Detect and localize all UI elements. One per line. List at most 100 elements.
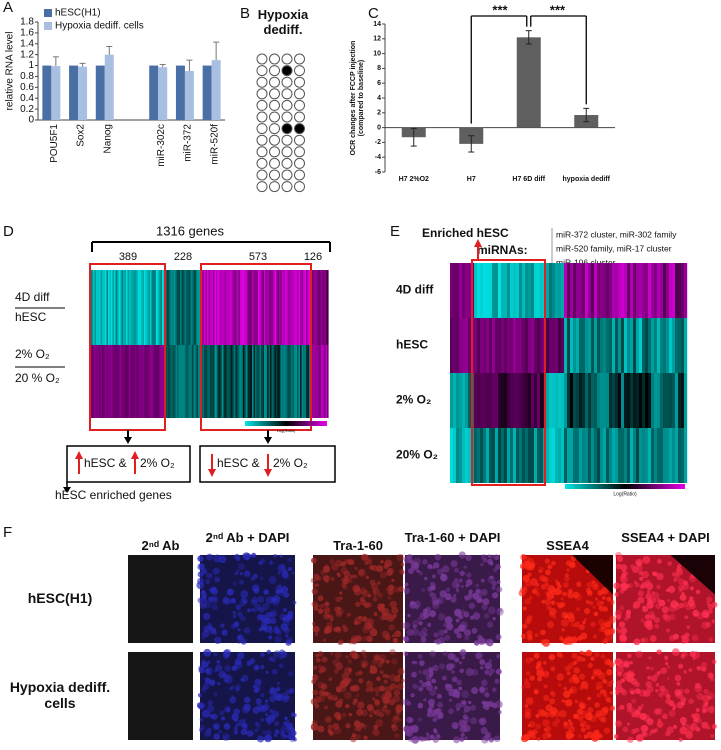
heatmap-cell bbox=[540, 373, 544, 428]
cell bbox=[460, 732, 465, 738]
heatmap-cell bbox=[639, 373, 643, 428]
heatmap-cell bbox=[582, 373, 586, 428]
cell bbox=[643, 689, 651, 698]
heatmap-cell bbox=[186, 345, 188, 418]
cell bbox=[522, 623, 528, 629]
heatmap-cell bbox=[675, 263, 679, 318]
cell bbox=[494, 700, 503, 709]
heatmap-cell bbox=[474, 428, 478, 483]
heatmap-cell bbox=[678, 428, 682, 483]
cell bbox=[236, 635, 241, 640]
cell bbox=[274, 721, 280, 727]
heatmap-cell bbox=[117, 345, 119, 418]
cell bbox=[459, 737, 465, 743]
heatmap-cell bbox=[630, 373, 634, 428]
heatmap-cell bbox=[549, 428, 553, 483]
methylation-site bbox=[294, 169, 305, 181]
heatmap-cell bbox=[582, 318, 586, 373]
heatmap-cell bbox=[214, 270, 217, 345]
heatmap-cell bbox=[600, 263, 604, 318]
cell bbox=[453, 567, 460, 573]
cell bbox=[705, 621, 712, 628]
cell bbox=[587, 696, 592, 701]
cell bbox=[665, 628, 670, 633]
y-tick-label: 1 bbox=[28, 60, 34, 71]
cell bbox=[491, 585, 496, 591]
cell bbox=[669, 613, 676, 620]
cell bbox=[525, 657, 533, 664]
cell bbox=[369, 713, 373, 718]
heatmap-cell bbox=[537, 263, 541, 318]
y-tick-label: 1.6 bbox=[20, 28, 34, 39]
bar bbox=[69, 65, 79, 120]
cell bbox=[619, 634, 628, 643]
cell bbox=[322, 638, 327, 642]
cell bbox=[279, 554, 283, 558]
cell bbox=[203, 625, 210, 633]
cell bbox=[455, 618, 460, 623]
heatmap-cell bbox=[558, 428, 562, 483]
heatmap-cell bbox=[105, 345, 107, 418]
cell bbox=[410, 562, 419, 571]
heatmap-cell bbox=[636, 373, 640, 428]
heatmap-cell bbox=[273, 345, 275, 418]
cell bbox=[642, 582, 647, 587]
column-header: 2ⁿᵈ Ab bbox=[141, 538, 180, 553]
heatmap-cell bbox=[108, 270, 110, 345]
cell bbox=[313, 603, 319, 609]
color-scale bbox=[565, 484, 685, 489]
cell bbox=[432, 664, 439, 672]
cell bbox=[441, 675, 447, 681]
cell bbox=[656, 572, 664, 581]
cell bbox=[480, 578, 485, 583]
heatmap-cell bbox=[672, 373, 676, 428]
cell bbox=[362, 724, 368, 730]
heatmap-cell bbox=[507, 373, 511, 428]
heatmap-cell bbox=[207, 270, 209, 345]
cell bbox=[643, 690, 649, 696]
cell bbox=[285, 720, 290, 724]
cell bbox=[568, 688, 574, 694]
heatmap-cell bbox=[621, 318, 625, 373]
heatmap-cell bbox=[216, 345, 218, 418]
cell bbox=[599, 686, 603, 690]
heatmap-cell bbox=[573, 263, 577, 318]
cell bbox=[384, 559, 393, 568]
significance-label: *** bbox=[550, 2, 566, 17]
methylation-site bbox=[281, 169, 293, 181]
heatmap-cell bbox=[114, 270, 116, 345]
heatmap-cell bbox=[172, 345, 175, 418]
cell bbox=[353, 574, 358, 579]
cell bbox=[474, 589, 482, 598]
heatmap-cell bbox=[216, 270, 218, 345]
heatmap-cell bbox=[519, 318, 523, 373]
heatmap-cell bbox=[219, 345, 221, 418]
cell bbox=[622, 726, 629, 733]
cell bbox=[427, 564, 433, 569]
cell bbox=[627, 736, 634, 743]
cell bbox=[233, 621, 240, 628]
cell bbox=[196, 581, 205, 590]
heatmap-cell bbox=[315, 345, 317, 418]
heatmap-cell bbox=[226, 345, 229, 418]
cell bbox=[277, 695, 282, 700]
cell bbox=[226, 588, 234, 596]
heatmap-cell bbox=[285, 345, 287, 418]
methylation-site bbox=[281, 157, 293, 169]
heatmap-cell bbox=[492, 318, 496, 373]
cell bbox=[655, 707, 663, 715]
heatmap-cell bbox=[612, 373, 616, 428]
heatmap-cell bbox=[510, 428, 514, 483]
heatmap-cell bbox=[603, 428, 607, 483]
heatmap-cell bbox=[669, 428, 673, 483]
methylation-site bbox=[294, 134, 305, 146]
heatmap-cell bbox=[585, 373, 589, 428]
cell bbox=[494, 678, 500, 684]
cell bbox=[394, 676, 401, 683]
cell bbox=[312, 622, 316, 626]
cell bbox=[436, 734, 441, 739]
cell bbox=[480, 588, 488, 596]
heatmap-cell bbox=[489, 263, 493, 318]
cell bbox=[524, 678, 529, 684]
cell bbox=[315, 583, 320, 588]
